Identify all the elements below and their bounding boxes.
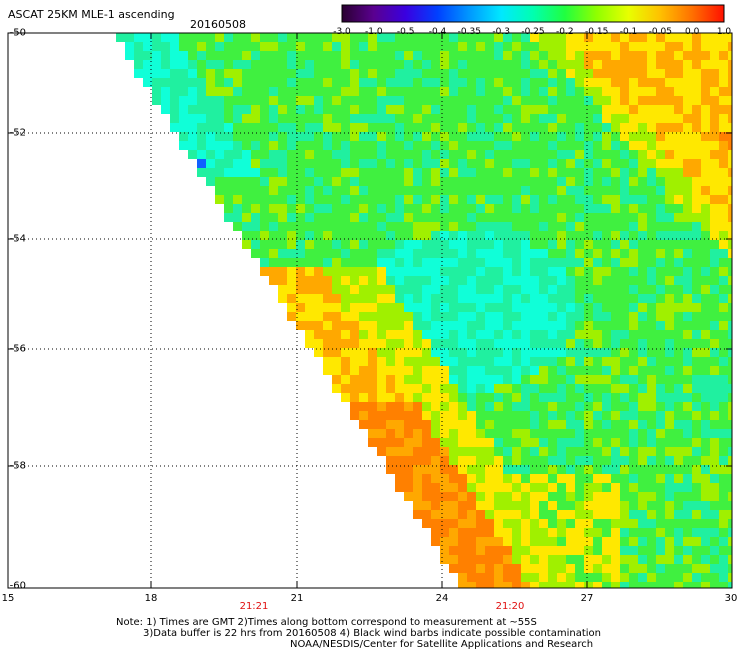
wind-swath-field: [116, 33, 732, 588]
lat-lon-grid: [8, 32, 732, 589]
color-scale-gradient: [341, 4, 725, 23]
color-scale-label: 0.0: [684, 27, 700, 37]
color-scale-label: -0.1: [619, 27, 638, 37]
footnote-credit: NOAA/NESDIS/Center for Satellite Applica…: [290, 639, 594, 650]
time-label: 21:20: [495, 601, 525, 612]
color-scale-label: -0.5: [396, 27, 415, 37]
lon-label: 18: [144, 593, 158, 604]
product-date: 20160508: [190, 18, 246, 31]
lat-label: -60: [9, 580, 26, 592]
color-scale-label: -0.05: [648, 27, 672, 37]
lat-label: -52: [9, 127, 26, 139]
color-scale-label: -0.4: [428, 27, 447, 37]
lon-label: 15: [1, 593, 15, 604]
lon-label: 30: [724, 593, 738, 604]
color-scale-label: -1.0: [365, 27, 383, 37]
lon-label: 27: [580, 593, 594, 604]
color-scale-label: -0.15: [585, 27, 609, 37]
color-scale-label: 1.0: [716, 27, 732, 37]
lon-label: 24: [435, 593, 449, 604]
product-title: ASCAT 25KM MLE-1 ascending: [8, 8, 175, 21]
footnote-line-1: Note: 1) Times are GMT 2)Times along bot…: [116, 617, 537, 628]
footnote-line-2: 3)Data buffer is 22 hrs from 20160508 4)…: [143, 628, 601, 639]
lat-label: -58: [9, 460, 26, 472]
time-label: 21:21: [239, 601, 269, 612]
lat-label: -54: [9, 233, 26, 245]
color-scale-label: -3.0: [333, 27, 351, 37]
lon-label: 21: [290, 593, 304, 604]
lat-label: -56: [9, 343, 26, 355]
lat-label: -50: [9, 27, 26, 39]
color-scale-label: -0.35: [457, 27, 481, 37]
map-frame: [7, 32, 733, 589]
color-scale-bar: [341, 4, 725, 23]
color-scale-label: -0.3: [492, 27, 510, 37]
color-scale-label: -0.25: [521, 27, 545, 37]
color-scale-label: -0.2: [556, 27, 574, 37]
